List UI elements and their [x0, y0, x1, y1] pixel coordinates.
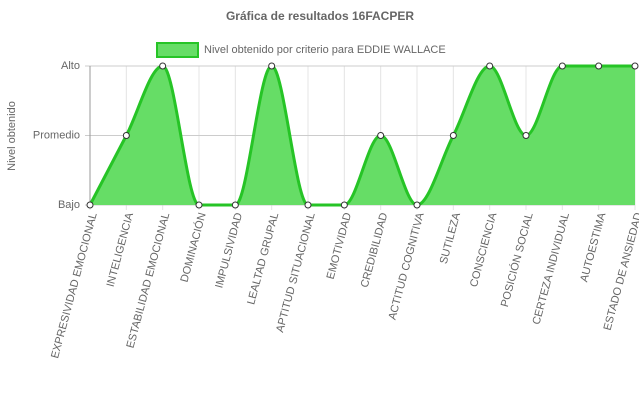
point	[231, 201, 239, 209]
point	[377, 132, 385, 139]
point	[558, 62, 566, 70]
chart-title: Gráfica de resultados 16FACPER	[226, 9, 414, 23]
x-tick-label: LEALTAD GRUPAL	[245, 211, 281, 306]
point	[122, 132, 130, 139]
x-tick-label: DOMINACIÓN	[178, 211, 209, 283]
point	[86, 201, 94, 209]
x-tick-label: ESTADO DE ANSIEDAD	[602, 211, 639, 331]
point	[486, 62, 494, 70]
point	[413, 201, 421, 209]
point	[449, 132, 457, 139]
x-tick-label: POSICIÓN SOCIAL	[498, 211, 536, 308]
x-tick-label: CONSCIENCIA	[468, 211, 500, 289]
area	[90, 66, 635, 205]
x-tick-label: ACTITUD COGNITIVA	[387, 211, 427, 321]
point	[631, 62, 639, 70]
point	[159, 62, 167, 70]
point	[304, 201, 312, 209]
point	[340, 201, 348, 209]
x-tick-label: SUTILEZA	[438, 211, 463, 266]
legend-label: Nivel obtenido por criterio para EDDIE W…	[204, 44, 446, 56]
y-tick-label: Promedio	[33, 129, 80, 141]
legend-swatch	[156, 42, 199, 58]
x-tick-label: EMOTIVIDAD	[325, 211, 354, 280]
y-tick-label: Bajo	[58, 199, 80, 211]
x-tick-label: CREDIBILIDAD	[359, 211, 391, 289]
x-tick-label: EXPRESIVIDAD EMOCIONAL	[49, 211, 100, 359]
point	[268, 62, 276, 70]
x-tick-label: APTITUD SITUACIONAL	[274, 211, 318, 333]
y-axis-label: Nivel obtenido	[6, 101, 18, 171]
x-tick-label: CERTEZA INDIVIDUAL	[531, 211, 572, 326]
x-tick-label: INTELIGENCIA	[105, 211, 137, 289]
x-tick-label: AUTOESTIMA	[578, 211, 608, 284]
point	[195, 201, 203, 209]
point	[595, 62, 603, 70]
x-tick-label: ESTABILIDAD EMOCIONAL	[125, 211, 173, 349]
line	[88, 64, 635, 207]
point	[522, 132, 530, 139]
y-tick-label: Alto	[61, 60, 80, 72]
x-tick-label: IMPULSIVIDAD	[213, 211, 245, 289]
